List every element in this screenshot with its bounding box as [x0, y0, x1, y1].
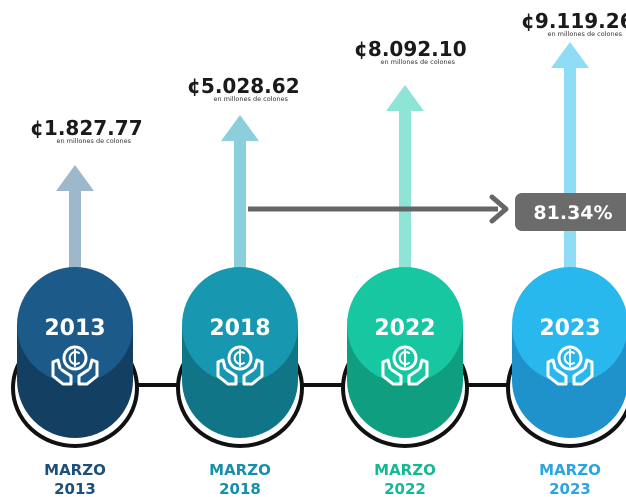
icon-hand-right — [77, 358, 99, 386]
growth-badge — [515, 193, 626, 231]
icon-hand-left — [381, 358, 403, 386]
disc-top — [17, 267, 133, 383]
arrow-head — [386, 85, 424, 111]
icon-hand-right — [572, 358, 594, 386]
icon-coin-mark — [563, 349, 575, 367]
arrow-head — [551, 42, 589, 68]
circle-year: 2023 — [539, 316, 600, 341]
amount-unit: en millones de colones — [547, 30, 622, 38]
icon-hand-left — [51, 358, 73, 386]
date-year: 2023 — [549, 480, 591, 497]
date-year: 2018 — [219, 480, 261, 497]
date-month: MARZO — [539, 461, 601, 479]
icon-coin — [557, 345, 583, 371]
money-hands-icon — [216, 345, 264, 386]
date-year: 2013 — [54, 480, 96, 497]
amount-unit: en millones de colones — [56, 137, 131, 145]
icon-coin — [392, 345, 418, 371]
date-month: MARZO — [209, 461, 271, 479]
amount: ¢5.028.62 — [187, 74, 300, 98]
date-month: MARZO — [374, 461, 436, 479]
icon-coin-mark — [233, 349, 245, 367]
disc-top — [347, 267, 463, 383]
icon-hand-left — [216, 358, 238, 386]
icon-coin — [62, 345, 88, 371]
icon-coin-mark — [398, 349, 410, 367]
disc-top — [512, 267, 626, 383]
amount: ¢1.827.77 — [30, 116, 143, 140]
icon-coin-mark — [68, 349, 80, 367]
date-month: MARZO — [44, 461, 106, 479]
arrow-head — [56, 165, 94, 191]
money-hands-icon — [546, 345, 594, 386]
arrow-head — [221, 115, 259, 141]
amount-unit: en millones de colones — [380, 58, 455, 66]
arrow-shaft — [399, 107, 411, 290]
money-hands-icon — [51, 345, 99, 386]
growth-arrow-head — [489, 194, 509, 224]
amount-unit: en millones de colones — [213, 95, 288, 103]
circle-year: 2013 — [44, 316, 105, 341]
icon-coin — [227, 345, 253, 371]
money-hands-icon — [381, 345, 429, 386]
icon-hand-right — [242, 358, 264, 386]
amount: ¢8.092.10 — [354, 37, 467, 61]
amount: ¢9.119.26 — [521, 9, 626, 33]
date-year: 2022 — [384, 480, 426, 497]
growth-label: 81.34% — [533, 202, 612, 224]
disc-top — [182, 267, 298, 383]
icon-hand-right — [407, 358, 429, 386]
arrow-shaft — [564, 64, 576, 290]
circle-year: 2022 — [374, 316, 435, 341]
circle-year: 2018 — [209, 316, 270, 341]
arrow-shaft — [234, 137, 246, 290]
arrow-shaft — [69, 187, 81, 290]
icon-hand-left — [546, 358, 568, 386]
